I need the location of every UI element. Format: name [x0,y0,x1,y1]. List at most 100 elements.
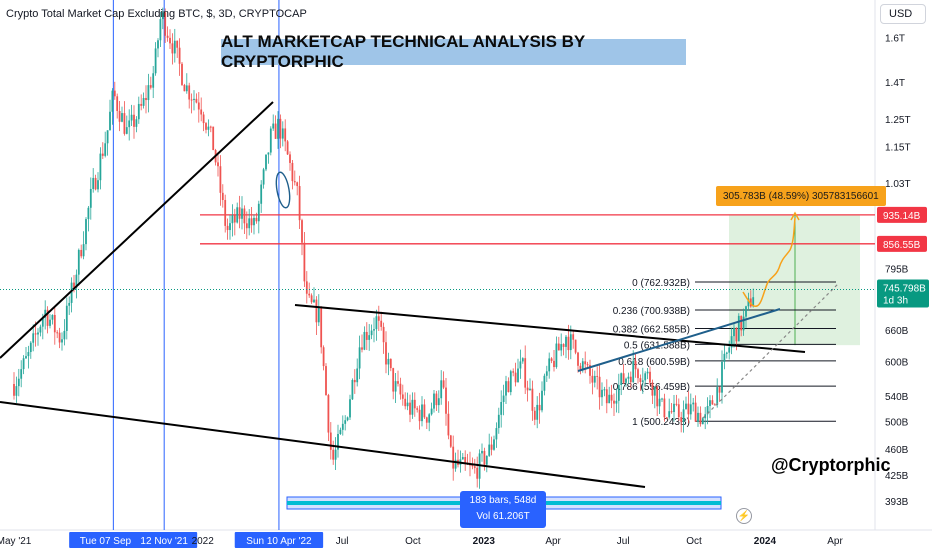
y-tick-label: 1.03T [885,179,911,190]
x-tick-label: Jul [617,536,630,547]
candle-body [61,339,63,343]
candle-body [449,435,452,447]
range-volume-text: Vol 61.206T [476,511,530,522]
candle-body [637,369,639,379]
candle-body [514,372,517,383]
candle-body [517,368,519,383]
candle-body [70,282,73,303]
candle-body [464,457,467,463]
candle-body [217,162,219,167]
lightning-icon[interactable]: ⚡ [736,508,752,524]
candle-body [613,400,615,404]
candles-group [13,7,755,489]
author-handle: @Cryptorphic [771,455,891,475]
candle-body [646,371,649,374]
candle-body [325,366,327,396]
candle-body [497,414,500,429]
candle-body [109,111,111,131]
candle-body [603,389,606,391]
currency-button[interactable]: USD [880,4,926,24]
candle-body [519,361,522,369]
candle-body [305,281,308,294]
candle-body [44,309,47,318]
candle-body [188,85,191,100]
candle-body [279,118,282,139]
candle-body [682,409,685,422]
candle-body [123,113,126,134]
candle-body [349,399,351,418]
candle-body [13,384,15,396]
candle-body [135,119,138,127]
candle-body [200,109,203,115]
candle-body [725,352,728,354]
candle-body [493,439,495,450]
candle-body [152,73,155,88]
candle-body [382,326,385,343]
candle-body [461,457,464,460]
candle-body [512,371,515,373]
candle-body [397,381,399,384]
candle-body [190,99,193,101]
candle-body [673,403,675,413]
candle-body [22,358,25,370]
candle-body [94,177,97,190]
candle-body [745,306,747,317]
candle-body [313,299,315,303]
target-measure-label: 305.783B (48.59%) 305783156601 [716,186,886,206]
candle-body [649,371,651,383]
candle-body [598,376,601,398]
candle-body [473,466,476,468]
range-bars-text: 183 bars, 548d [469,495,537,506]
candle-body [337,433,339,450]
candle-body [356,368,359,383]
descending-resistance-line [294,304,806,353]
candle-body [728,347,731,353]
candle-body [495,428,498,440]
symbol-header: Crypto Total Market Cap Excluding BTC, $… [6,8,307,20]
candle-body [569,334,572,351]
candle-body [622,373,625,383]
price-axis-bg [875,0,932,550]
candle-body [166,35,169,38]
candle-body [747,298,750,307]
candle-body [469,464,471,466]
candle-body [373,329,375,331]
candle-body [653,386,656,396]
candle-body [327,395,330,433]
candle-body [25,356,27,359]
candle-body [543,375,546,391]
candle-body [111,90,114,112]
x-tick-label: Sun 10 Apr '22 [246,536,312,547]
candle-body [416,408,419,410]
candle-body [77,249,80,275]
candle-body [380,320,383,327]
candle-body [140,103,143,106]
candle-body [27,352,30,357]
y-tick-label: 425B [885,471,909,482]
candle-body [445,387,447,414]
candle-body [291,162,294,182]
candle-body [87,207,90,220]
candle-body [317,306,320,323]
candle-body [740,315,743,331]
candle-body [171,43,174,54]
candle-body [284,128,287,142]
candle-body [524,358,527,388]
candle-body [17,378,20,387]
candle-body [394,381,397,392]
candle-body [668,411,671,418]
candle-body [661,398,663,400]
candle-body [169,37,171,44]
candle-body [320,306,323,348]
x-tick-label: 2024 [754,536,777,547]
candle-body [267,152,270,155]
candle-body [260,184,263,204]
candle-body [80,249,83,257]
candle-body [224,199,227,226]
candle-body [550,358,553,361]
candle-body [329,432,332,450]
candle-body [730,336,733,348]
candle-body [133,114,135,127]
candle-body [255,217,258,222]
